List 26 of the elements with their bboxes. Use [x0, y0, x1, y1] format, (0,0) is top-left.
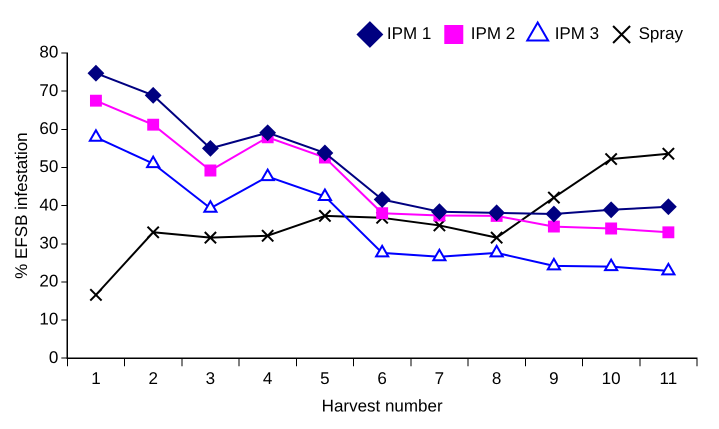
x-tick-label: 3 — [206, 369, 216, 388]
y-tick-label: 40 — [39, 195, 58, 214]
y-tick-label: 80 — [39, 42, 58, 62]
x-tick-label: 1 — [91, 369, 101, 388]
x-tick-label: 7 — [434, 369, 444, 388]
y-axis-title: % EFSB infestation — [12, 132, 31, 279]
x-tick-label: 8 — [492, 369, 502, 388]
legend-label: IPM 1 — [386, 24, 432, 44]
y-tick-label: 60 — [39, 118, 58, 138]
x-tick-label: 4 — [262, 369, 272, 388]
legend-label: IPM 3 — [554, 24, 600, 44]
legend-label: IPM 2 — [470, 24, 516, 44]
y-tick-label: 30 — [39, 233, 58, 252]
x-tick-label: 11 — [660, 369, 678, 388]
x-tick-label: 10 — [602, 369, 621, 388]
x-tick-label: 9 — [549, 369, 559, 388]
x-tick-label: 5 — [320, 369, 330, 388]
y-tick-label: 70 — [39, 80, 58, 100]
x-tick-label: 6 — [377, 369, 387, 388]
legend-label: Spray — [638, 24, 684, 44]
y-tick-label: 20 — [39, 272, 58, 291]
y-tick-label: 0 — [48, 348, 58, 367]
x-axis-title: Harvest number — [322, 396, 443, 416]
x-tick-label: 2 — [148, 369, 158, 388]
y-tick-label: 10 — [39, 310, 58, 329]
y-tick-label: 50 — [39, 157, 58, 176]
